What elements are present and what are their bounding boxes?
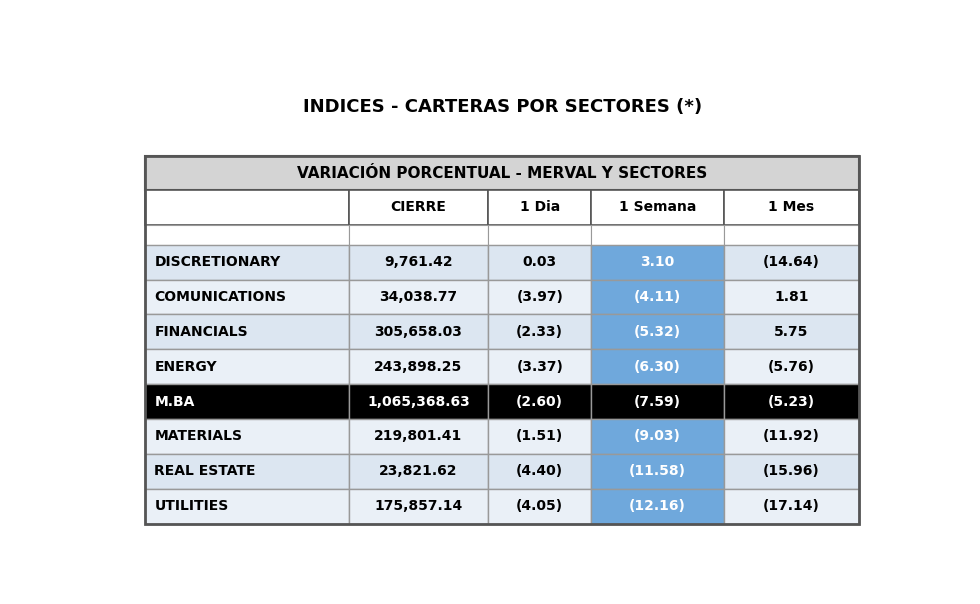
Text: (2.60): (2.60) <box>516 394 564 408</box>
Text: M.BA: M.BA <box>155 394 195 408</box>
Bar <box>145 156 859 524</box>
Text: (11.92): (11.92) <box>763 429 820 443</box>
Text: (7.59): (7.59) <box>634 394 681 408</box>
Text: (4.11): (4.11) <box>634 290 681 304</box>
Text: (1.51): (1.51) <box>516 429 564 443</box>
Bar <box>723 190 859 225</box>
Text: 1 Dia: 1 Dia <box>519 201 560 214</box>
Text: ENERGY: ENERGY <box>155 360 217 374</box>
Bar <box>349 190 488 225</box>
Text: (2.33): (2.33) <box>516 325 564 339</box>
Text: (4.40): (4.40) <box>516 464 564 478</box>
Bar <box>349 419 488 454</box>
Bar <box>592 245 723 280</box>
Text: 1 Mes: 1 Mes <box>768 201 814 214</box>
Bar <box>488 419 592 454</box>
Text: (5.76): (5.76) <box>768 360 815 374</box>
Bar <box>723 245 859 280</box>
Bar <box>488 225 592 245</box>
Text: INDICES - CARTERAS POR SECTORES (*): INDICES - CARTERAS POR SECTORES (*) <box>303 98 702 117</box>
Text: (14.64): (14.64) <box>763 255 820 269</box>
Text: 34,038.77: 34,038.77 <box>379 290 458 304</box>
Bar <box>723 454 859 489</box>
Text: (5.32): (5.32) <box>634 325 681 339</box>
Text: 9,761.42: 9,761.42 <box>384 255 453 269</box>
Bar <box>592 454 723 489</box>
Bar <box>592 384 723 419</box>
Text: CIERRE: CIERRE <box>390 201 446 214</box>
Bar <box>349 245 488 280</box>
Bar <box>592 225 723 245</box>
Bar <box>349 225 488 245</box>
Text: (3.37): (3.37) <box>516 360 564 374</box>
Bar <box>592 419 723 454</box>
Bar <box>145 156 859 190</box>
Bar <box>592 489 723 524</box>
Bar <box>488 190 592 225</box>
Bar <box>723 280 859 315</box>
Bar <box>145 245 349 280</box>
Bar <box>723 419 859 454</box>
Bar <box>145 384 349 419</box>
Bar <box>349 489 488 524</box>
Text: (15.96): (15.96) <box>763 464 819 478</box>
Text: VARIACIÓN PORCENTUAL - MERVAL Y SECTORES: VARIACIÓN PORCENTUAL - MERVAL Y SECTORES <box>297 165 708 181</box>
Bar <box>349 384 488 419</box>
Text: 5.75: 5.75 <box>774 325 808 339</box>
Text: (4.05): (4.05) <box>516 499 564 513</box>
Text: 305,658.03: 305,658.03 <box>374 325 463 339</box>
Bar <box>488 315 592 349</box>
Text: 1.81: 1.81 <box>774 290 808 304</box>
Text: (6.30): (6.30) <box>634 360 681 374</box>
Text: FINANCIALS: FINANCIALS <box>155 325 248 339</box>
Bar <box>723 225 859 245</box>
Text: 243,898.25: 243,898.25 <box>374 360 463 374</box>
Bar <box>145 315 349 349</box>
Bar <box>488 280 592 315</box>
Text: (11.58): (11.58) <box>629 464 686 478</box>
Bar <box>145 190 349 225</box>
Bar <box>723 489 859 524</box>
Bar <box>723 349 859 384</box>
Text: DISCRETIONARY: DISCRETIONARY <box>155 255 280 269</box>
Text: 0.03: 0.03 <box>522 255 557 269</box>
Bar <box>488 489 592 524</box>
Bar <box>145 225 349 245</box>
Text: 1,065,368.63: 1,065,368.63 <box>367 394 469 408</box>
Bar <box>145 489 349 524</box>
Bar <box>349 280 488 315</box>
Bar <box>488 454 592 489</box>
Text: 219,801.41: 219,801.41 <box>374 429 463 443</box>
Bar <box>145 419 349 454</box>
Bar <box>145 349 349 384</box>
Bar <box>349 315 488 349</box>
Text: (17.14): (17.14) <box>763 499 820 513</box>
Bar <box>349 454 488 489</box>
Text: 1 Semana: 1 Semana <box>618 201 696 214</box>
Text: (5.23): (5.23) <box>767 394 815 408</box>
Text: 23,821.62: 23,821.62 <box>379 464 458 478</box>
Bar <box>592 190 723 225</box>
Text: UTILITIES: UTILITIES <box>155 499 228 513</box>
Bar <box>592 315 723 349</box>
Text: 175,857.14: 175,857.14 <box>374 499 463 513</box>
Bar <box>145 454 349 489</box>
Bar <box>488 245 592 280</box>
Bar <box>592 349 723 384</box>
Bar <box>723 384 859 419</box>
Bar <box>723 315 859 349</box>
Text: REAL ESTATE: REAL ESTATE <box>155 464 256 478</box>
Text: COMUNICATIONS: COMUNICATIONS <box>155 290 286 304</box>
Text: (9.03): (9.03) <box>634 429 681 443</box>
Bar <box>592 280 723 315</box>
Text: 3.10: 3.10 <box>640 255 674 269</box>
Bar <box>488 384 592 419</box>
Bar <box>349 349 488 384</box>
Text: (12.16): (12.16) <box>629 499 686 513</box>
Text: (3.97): (3.97) <box>516 290 564 304</box>
Text: MATERIALS: MATERIALS <box>155 429 242 443</box>
Bar <box>488 349 592 384</box>
Bar <box>145 280 349 315</box>
